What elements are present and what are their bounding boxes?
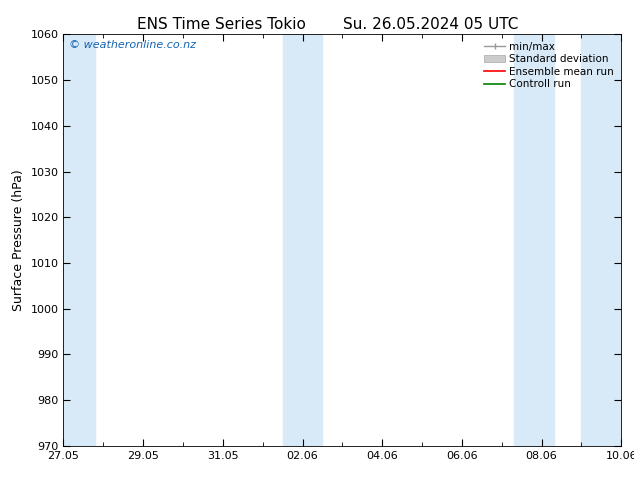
Bar <box>514 34 553 446</box>
Text: ENS Time Series Tokio: ENS Time Series Tokio <box>138 17 306 32</box>
Text: © weatheronline.co.nz: © weatheronline.co.nz <box>69 41 196 50</box>
Y-axis label: Surface Pressure (hPa): Surface Pressure (hPa) <box>12 169 25 311</box>
Text: Su. 26.05.2024 05 UTC: Su. 26.05.2024 05 UTC <box>344 17 519 32</box>
Legend: min/max, Standard deviation, Ensemble mean run, Controll run: min/max, Standard deviation, Ensemble me… <box>482 40 616 92</box>
Bar <box>581 34 621 446</box>
Bar <box>283 34 323 446</box>
Bar <box>63 34 95 446</box>
